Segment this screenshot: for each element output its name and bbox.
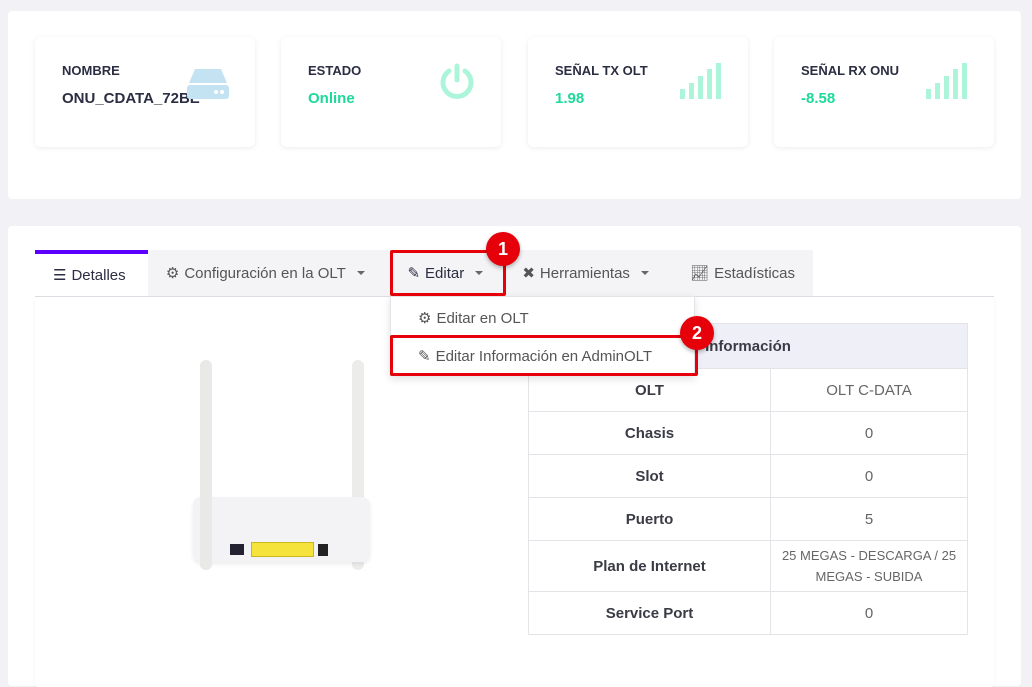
- row-key: Service Port: [528, 591, 771, 635]
- edit-icon: ✎: [407, 265, 421, 282]
- tab-herramientas[interactable]: ✖ Herramientas: [504, 250, 672, 296]
- tab-label: Editar: [425, 264, 465, 282]
- tab-label: Estadísticas: [714, 264, 795, 282]
- signal-icon: [680, 63, 721, 99]
- server-icon: [187, 69, 229, 99]
- card-label: SEÑAL RX ONU: [801, 63, 899, 78]
- signal-icon: [926, 63, 967, 99]
- tab-detalles[interactable]: ☰ Detalles: [35, 250, 148, 296]
- caret-down-icon: [640, 271, 649, 275]
- card-tx: SEÑAL TX OLT 1.98: [528, 37, 748, 147]
- tab-editar[interactable]: ✎ Editar: [389, 250, 504, 296]
- card-value: 1.98: [555, 90, 585, 107]
- edit-icon: ✎: [418, 348, 431, 365]
- router-image: [190, 360, 375, 575]
- table-row: Chasis 0: [528, 411, 968, 455]
- menu-item-editar-info-adminolt[interactable]: ✎ Editar Información en AdminOLT: [391, 337, 694, 375]
- menu-item-editar-en-olt[interactable]: ⚙ Editar en OLT: [391, 299, 694, 337]
- tab-label: Detalles: [71, 266, 126, 284]
- menu-item-label: Editar en OLT: [436, 309, 529, 327]
- caret-down-icon: [475, 271, 484, 275]
- card-value: -8.58: [801, 90, 836, 107]
- highlight-editar: [390, 250, 506, 296]
- menu-item-label: Editar Información en AdminOLT: [435, 347, 653, 365]
- row-key: Chasis: [528, 411, 771, 455]
- card-value: ONU_CDATA_72BE: [62, 90, 200, 107]
- card-label: SEÑAL TX OLT: [555, 63, 648, 78]
- row-value: 0: [770, 591, 968, 635]
- row-value: 5: [770, 497, 968, 541]
- row-key: Slot: [528, 454, 771, 498]
- gears-icon: ⚙: [418, 310, 432, 327]
- card-estado: ESTADO Online: [281, 37, 501, 147]
- caret-down-icon: [356, 271, 365, 275]
- card-nombre: NOMBRE ONU_CDATA_72BE: [35, 37, 255, 147]
- table-row: Service Port 0: [528, 591, 968, 635]
- table-row: Puerto 5: [528, 497, 968, 541]
- card-label: ESTADO: [308, 63, 362, 78]
- row-key: Puerto: [528, 497, 771, 541]
- status-value: Online: [308, 90, 355, 107]
- row-value: 0: [770, 454, 968, 498]
- tab-label: Herramientas: [539, 264, 630, 282]
- step-badge-1: 1: [486, 232, 520, 266]
- tab-estadisticas[interactable]: 📈︎ Estadísticas: [672, 250, 813, 296]
- power-icon: [440, 63, 474, 99]
- gear-icon: ⚙: [165, 265, 180, 282]
- row-value: OLT C-DATA: [770, 368, 968, 412]
- tab-configuracion[interactable]: ⚙ Configuración en la OLT: [148, 250, 390, 296]
- tab-label: Configuración en la OLT: [184, 264, 346, 282]
- tools-icon: ✖: [522, 265, 535, 282]
- highlight-editar-info: [390, 335, 698, 376]
- list-icon: ☰: [53, 267, 67, 284]
- table-row: Plan de Internet 25 MEGAS - DESCARGA / 25…: [528, 540, 968, 592]
- card-rx: SEÑAL RX ONU -8.58: [774, 37, 994, 147]
- row-value: 25 MEGAS - DESCARGA / 25 MEGAS - SUBIDA: [770, 540, 968, 592]
- row-value: 0: [770, 411, 968, 455]
- chart-line-icon: 📈︎: [690, 265, 710, 282]
- card-label: NOMBRE: [62, 63, 120, 78]
- row-key: Plan de Internet: [528, 540, 771, 592]
- tab-bar: ☰ Detalles ⚙ Configuración en la OLT ✎ E…: [35, 250, 813, 296]
- table-row: Slot 0: [528, 454, 968, 498]
- step-badge-2: 2: [680, 316, 714, 350]
